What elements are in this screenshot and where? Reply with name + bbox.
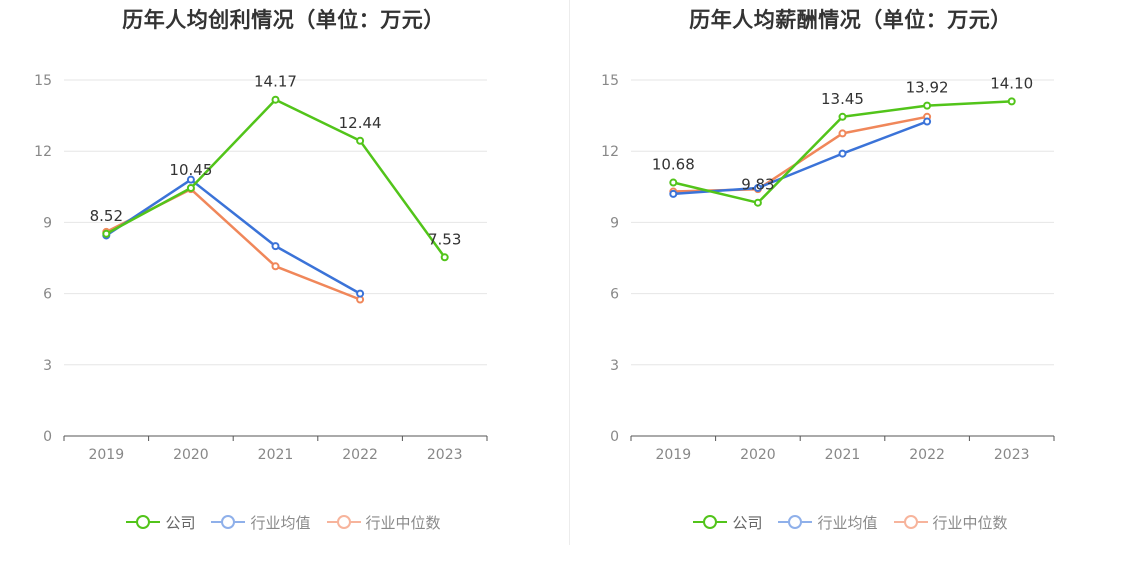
data-point-company [1007, 97, 1016, 106]
data-label: 10.68 [652, 156, 695, 174]
legend-salary: 公司 行业均值 行业中位数 [567, 510, 1134, 534]
x-tick-label: 2019 [88, 447, 124, 463]
data-point-industry-avg [753, 183, 762, 192]
data-point-industry-avg [186, 175, 195, 184]
y-tick-label: 9 [43, 215, 52, 231]
data-point-company [271, 95, 280, 104]
x-tick-label: 2023 [994, 447, 1030, 463]
y-tick-label: 0 [43, 429, 52, 445]
y-tick-label: 15 [34, 73, 52, 89]
legend-item-company[interactable]: 公司 [693, 512, 762, 533]
line-chart-salary: 0 3 6 9 12 15 2019 2020 2021 2022 2023 10.68 9.83 13.… [601, 73, 1055, 463]
data-label: 13.45 [821, 90, 864, 108]
data-point-company [838, 112, 847, 121]
legend-marker-industry-avg-icon [211, 515, 246, 529]
data-label: 8.52 [90, 207, 123, 225]
y-tick-label: 6 [43, 287, 52, 303]
data-point-company [440, 253, 449, 262]
data-label: 14.10 [990, 74, 1033, 92]
legend-marker-company-icon [126, 515, 161, 529]
x-tick-label: 2023 [427, 447, 463, 463]
legend-item-company[interactable]: 公司 [126, 512, 195, 533]
legend-marker-industry-median-icon [326, 515, 361, 529]
series-line-company [105, 98, 446, 259]
series-line-industry-avg [105, 178, 361, 295]
y-tick-label: 0 [610, 429, 619, 445]
y-tick-label: 12 [34, 144, 52, 160]
data-point-company [669, 178, 678, 187]
data-label: 13.92 [906, 79, 949, 97]
series-line-industry-median [105, 187, 361, 301]
y-tick-label: 15 [601, 73, 619, 89]
data-label: 9.83 [741, 176, 774, 194]
x-tick-label: 2022 [342, 447, 378, 463]
data-label: 14.17 [254, 73, 297, 91]
y-tick-label: 12 [601, 144, 619, 160]
y-tick-label: 9 [610, 215, 619, 231]
line-chart-profit: 0 3 6 9 12 15 2019 2020 2021 2022 2023 8.52 10.45 14.… [34, 73, 488, 463]
x-tick-label: 2021 [258, 447, 294, 463]
x-tick-label: 2022 [909, 447, 945, 463]
chart-panel-profit: 历年人均创利情况（单位：万元） 0 3 6 9 12 15 2019 2020 2021 2022… [0, 8, 567, 534]
data-point-industry-median [838, 129, 847, 138]
data-point-industry-avg [356, 289, 365, 298]
data-point-industry-median [271, 262, 280, 271]
legend-marker-company-icon [693, 515, 728, 529]
legend-item-industry-median[interactable]: 行业中位数 [893, 512, 1008, 533]
y-tick-label: 3 [43, 358, 52, 374]
x-tick-label: 2020 [173, 447, 209, 463]
data-label: 7.53 [428, 230, 461, 248]
chart-title-profit: 历年人均创利情况（单位：万元） [122, 8, 445, 32]
data-label: 12.44 [339, 114, 382, 132]
legend-item-industry-avg[interactable]: 行业均值 [211, 512, 311, 533]
data-point-company [753, 198, 762, 207]
series-line-industry-avg [673, 120, 928, 196]
legend-marker-industry-avg-icon [778, 515, 813, 529]
data-point-company [923, 101, 932, 110]
legend-label-industry-median: 行业中位数 [932, 513, 1008, 532]
y-tick-label: 3 [610, 358, 619, 374]
legend-label-industry-avg: 行业均值 [817, 513, 878, 532]
panel-divider [569, 0, 570, 545]
series-line-industry-median [673, 115, 928, 193]
legend-item-industry-avg[interactable]: 行业均值 [778, 512, 878, 533]
legend-label-company: 公司 [732, 513, 763, 532]
legend-profit: 公司 行业均值 行业中位数 [0, 510, 567, 534]
data-point-industry-avg [923, 117, 932, 126]
legend-marker-industry-median-icon [893, 515, 928, 529]
data-label: 10.45 [169, 161, 212, 179]
x-tick-label: 2019 [655, 447, 691, 463]
data-point-company [102, 229, 111, 238]
data-point-company [186, 183, 195, 192]
data-point-industry-avg [271, 242, 280, 251]
legend-label-industry-avg: 行业均值 [250, 513, 311, 532]
legend-item-industry-median[interactable]: 行业中位数 [326, 512, 441, 533]
data-point-company [356, 136, 365, 145]
data-point-industry-avg [838, 149, 847, 158]
data-point-industry-avg [669, 189, 678, 198]
chart-panel-salary: 历年人均薪酬情况（单位：万元） 0 3 6 9 12 15 2019 2020 2021 2022… [567, 0, 1134, 582]
y-tick-label: 6 [610, 287, 619, 303]
x-tick-label: 2021 [825, 447, 861, 463]
chart-title-salary: 历年人均薪酬情况（单位：万元） [689, 8, 1012, 32]
x-tick-label: 2020 [740, 447, 776, 463]
legend-label-company: 公司 [165, 513, 196, 532]
legend-label-industry-median: 行业中位数 [365, 513, 441, 532]
